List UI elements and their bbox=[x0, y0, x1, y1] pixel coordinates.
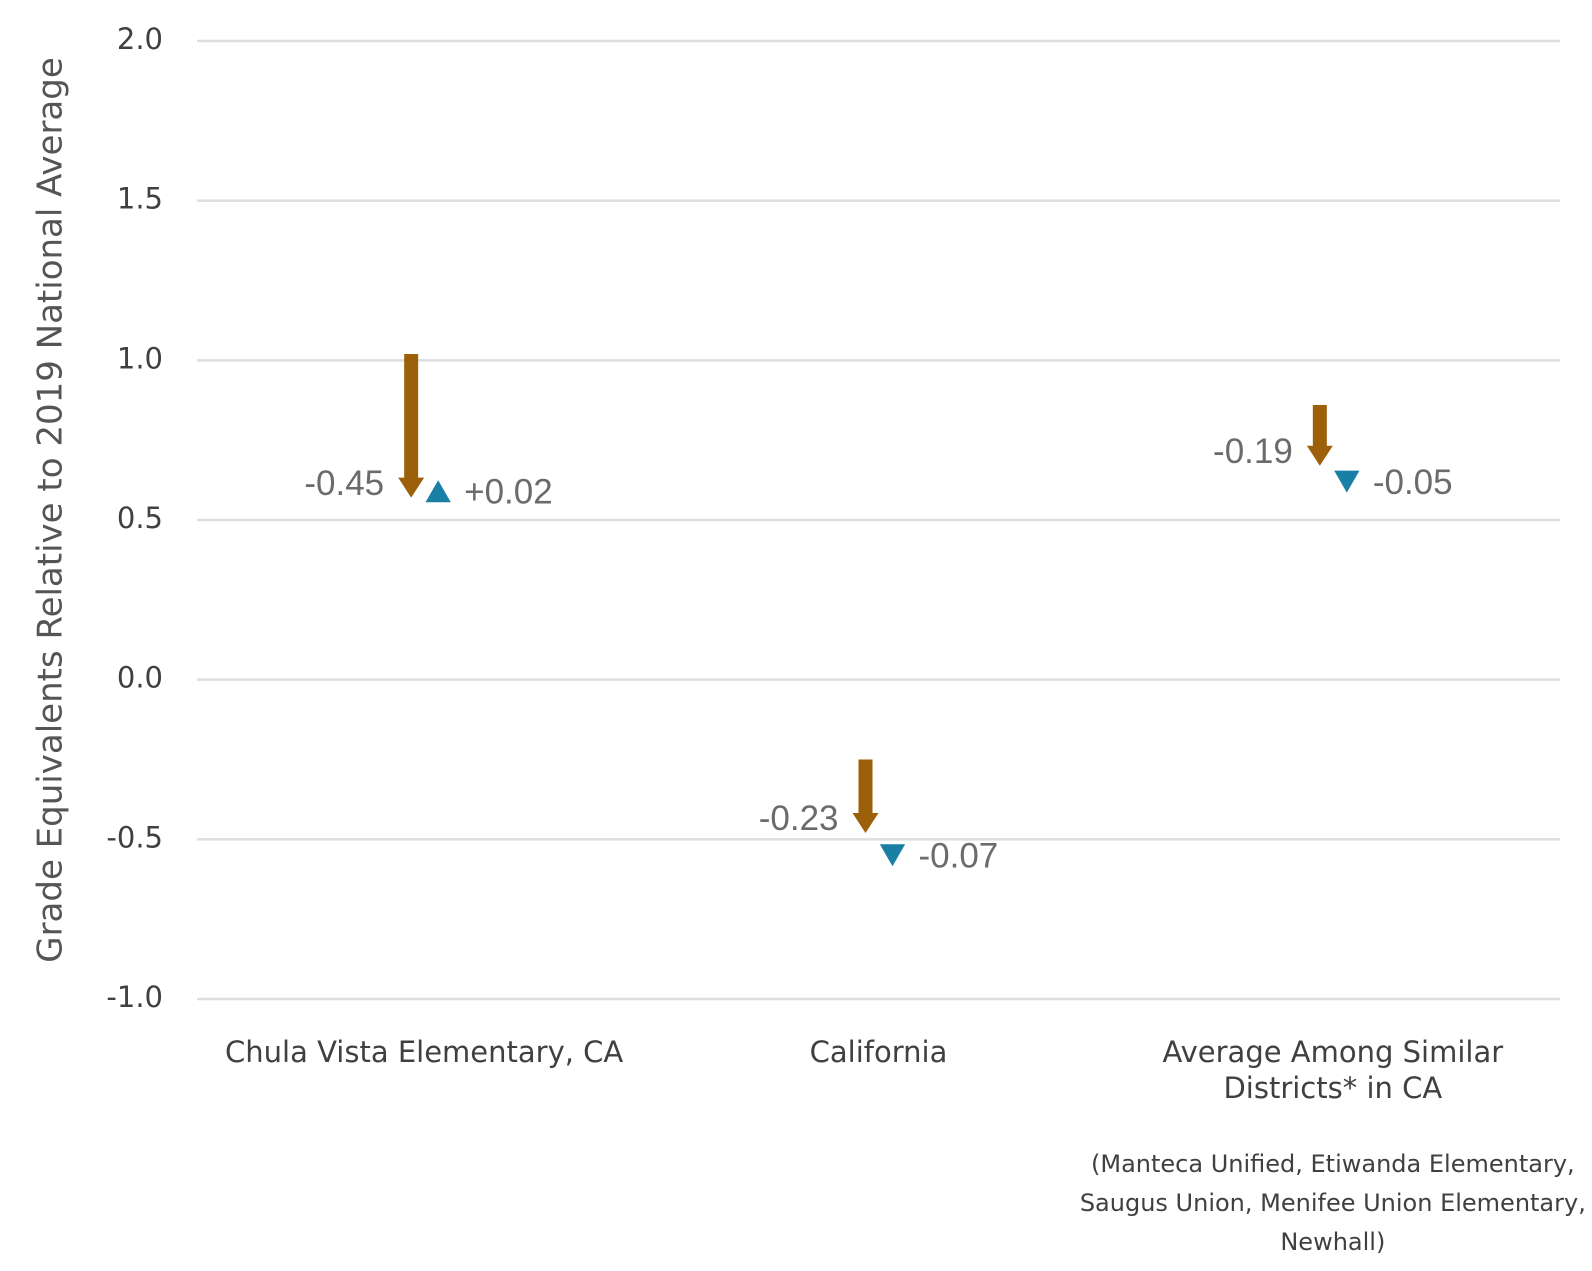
footnote-line: Newhall) bbox=[1280, 1228, 1385, 1256]
change-arrow bbox=[1306, 405, 1333, 466]
category-label: Districts* in CA bbox=[1223, 1071, 1442, 1105]
y-tick-label: 1.5 bbox=[117, 182, 163, 216]
change-label-2: -0.07 bbox=[919, 837, 999, 876]
change-label-1: -0.23 bbox=[759, 799, 839, 838]
change-label-1: -0.19 bbox=[1213, 432, 1293, 471]
y-axis-label: Grade Equivalents Relative to 2019 Natio… bbox=[31, 57, 71, 963]
y-tick-label: -0.5 bbox=[106, 820, 163, 854]
change-label-2: +0.02 bbox=[464, 473, 553, 512]
change-arrow bbox=[398, 353, 425, 498]
category-label: Average Among Similar bbox=[1162, 1035, 1503, 1069]
category-label: California bbox=[810, 1035, 948, 1069]
y-tick-label: 2.0 bbox=[117, 22, 163, 56]
y-tick-label: 1.0 bbox=[117, 341, 163, 375]
y-tick-label: 0.5 bbox=[117, 501, 163, 535]
category-label: Chula Vista Elementary, CA bbox=[225, 1035, 623, 1069]
y-tick-label: 0.0 bbox=[117, 661, 163, 695]
down-triangle-marker bbox=[879, 844, 906, 867]
footnote-line: (Manteca Unified, Etiwanda Elementary, bbox=[1091, 1150, 1575, 1178]
up-triangle-marker bbox=[425, 480, 451, 503]
down-triangle-marker bbox=[1334, 470, 1360, 493]
change-label-1: -0.45 bbox=[304, 464, 384, 503]
y-tick-label: -1.0 bbox=[106, 980, 163, 1014]
footnote-line: Saugus Union, Menifee Union Elementary, bbox=[1080, 1189, 1586, 1217]
change-label-2: -0.05 bbox=[1373, 463, 1453, 502]
change-arrow bbox=[852, 759, 879, 833]
